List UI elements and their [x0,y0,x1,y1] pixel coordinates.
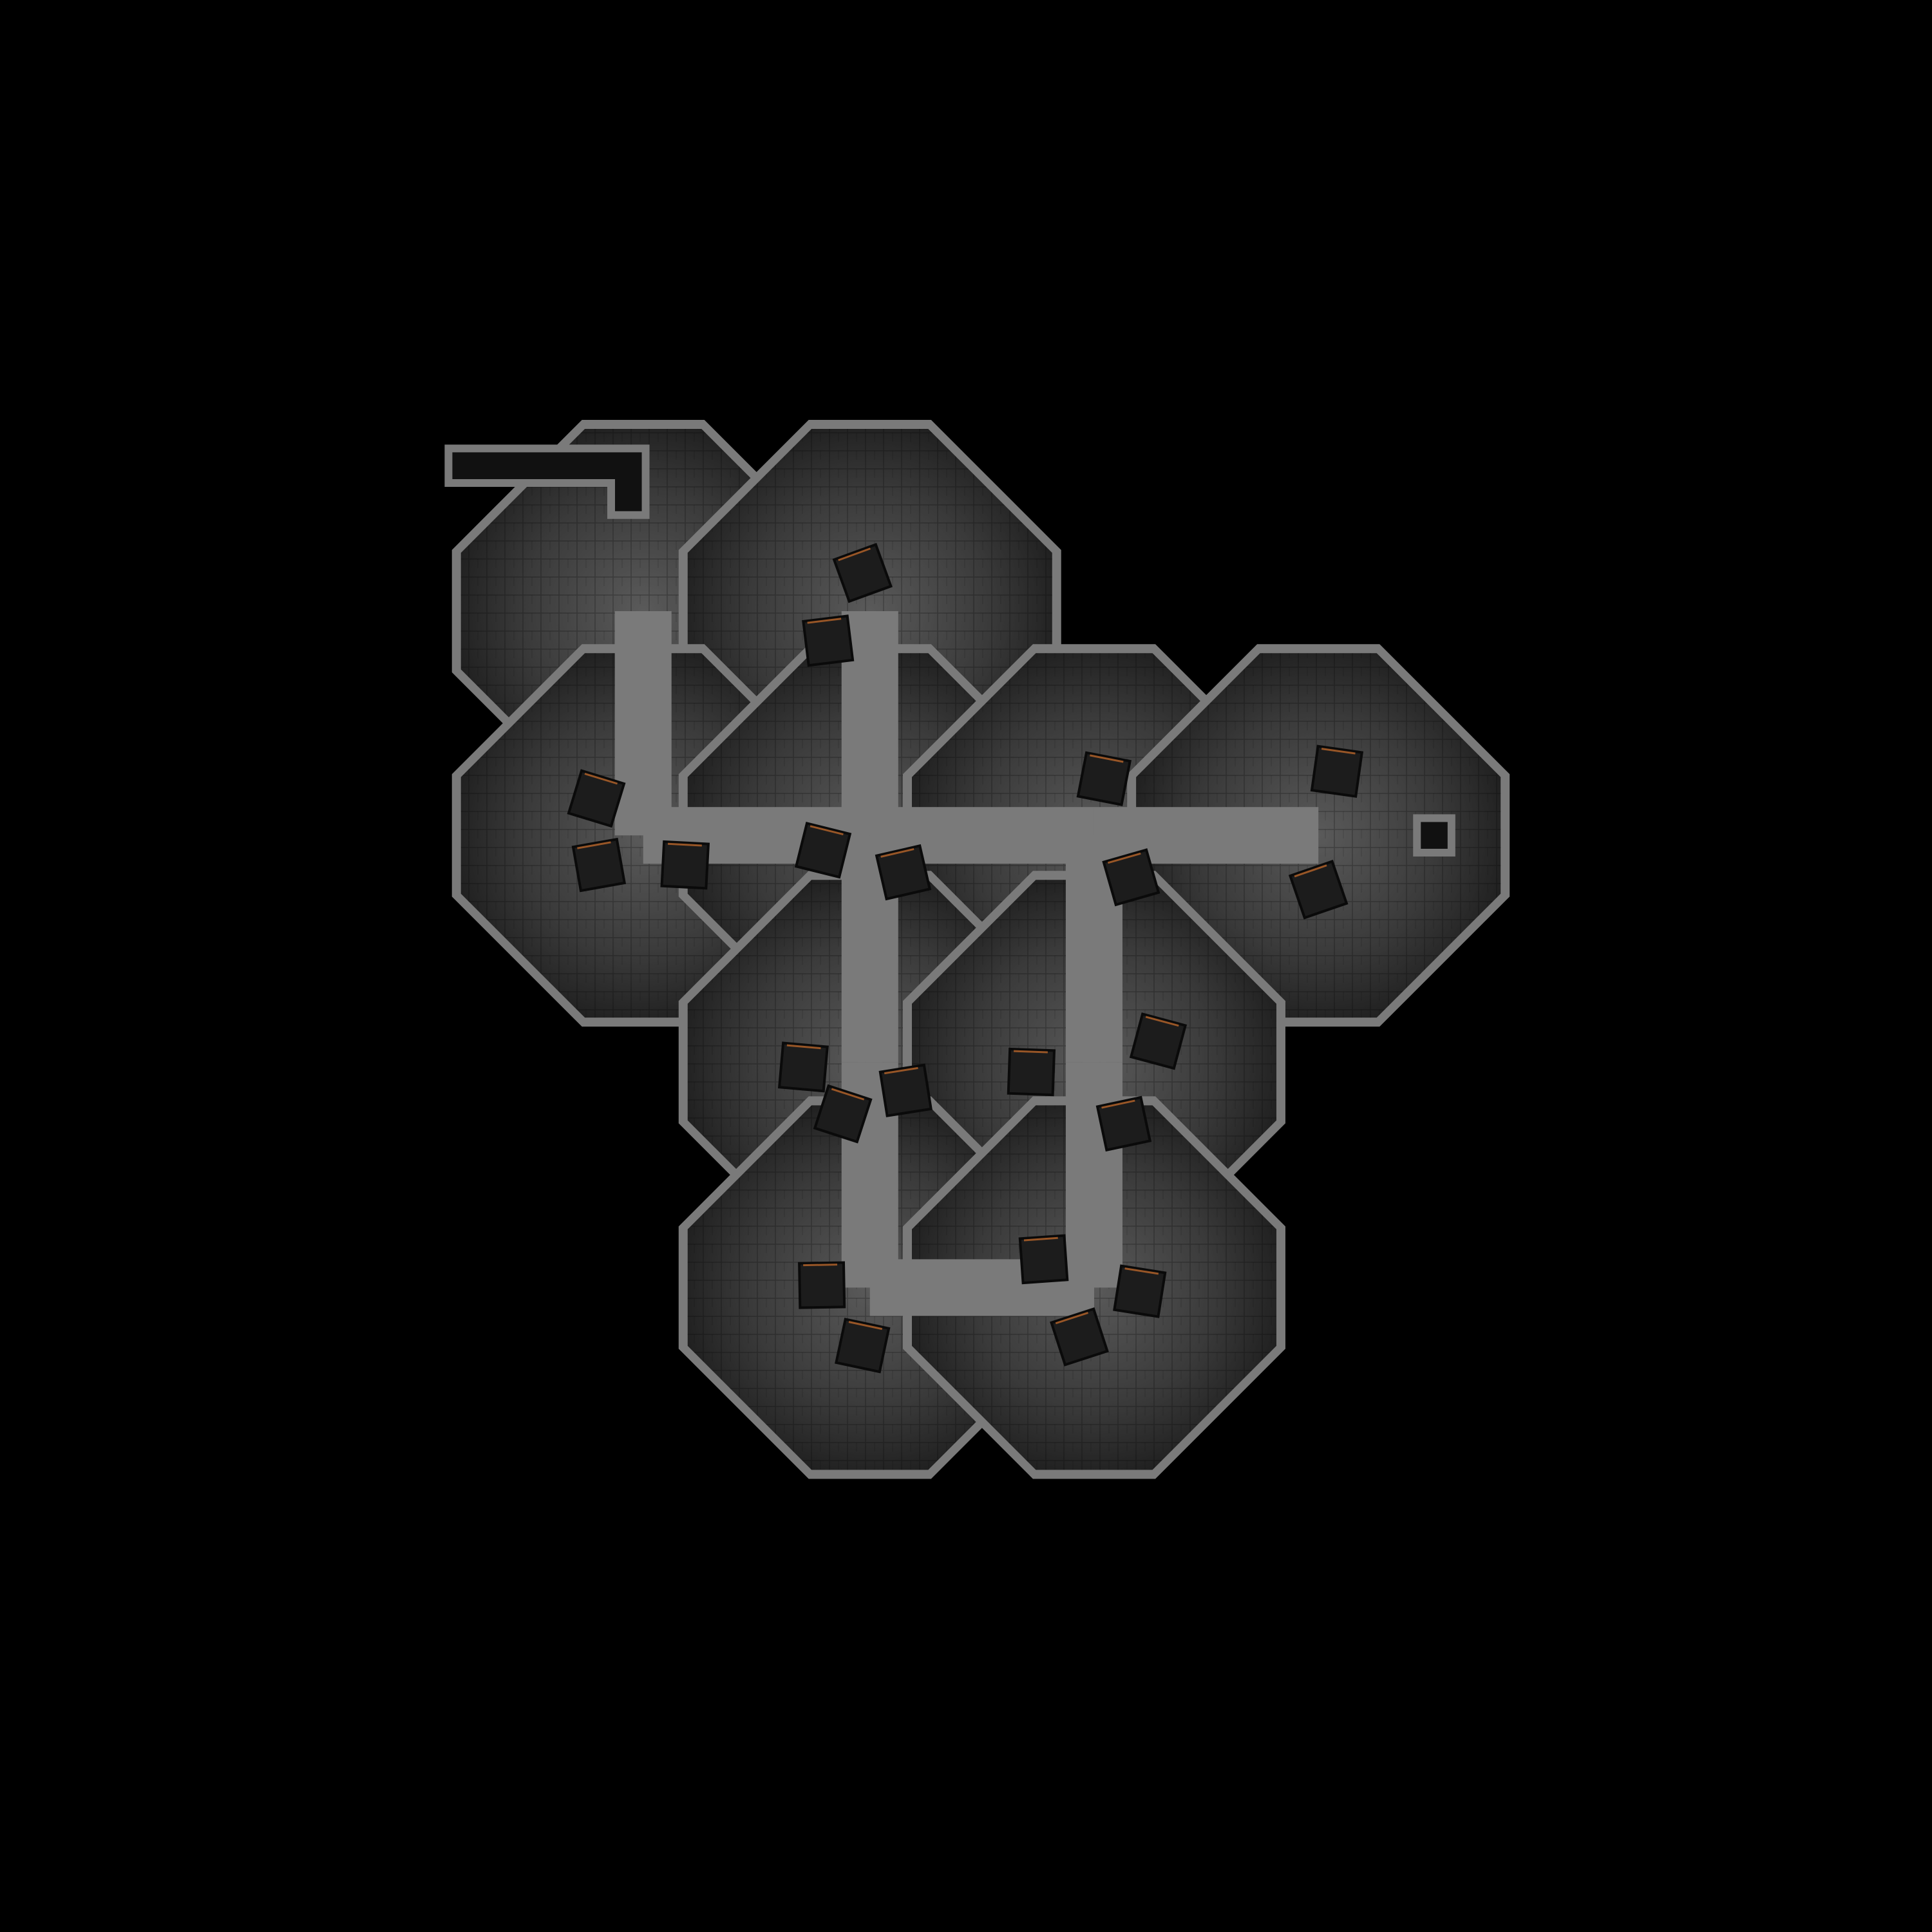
crate-ember-edge [584,772,618,785]
crate-body [1288,860,1349,920]
crate [1050,1307,1109,1367]
corridor-exit-east [1413,814,1455,857]
crate-ember-edge [1090,754,1124,763]
crate-ember-edge [1023,1236,1058,1242]
crate-ember-edge [880,848,914,858]
crate-ember-edge [1145,1016,1179,1027]
crate [1129,1012,1188,1070]
connector-wall [614,611,672,836]
crate-body [875,844,932,901]
crate-body [835,1318,891,1374]
crate-ember-edge [1124,1267,1159,1275]
crate-ember-edge [1055,1312,1089,1325]
crate [813,1084,873,1144]
crate-body [1102,848,1160,907]
crate [798,1261,846,1309]
crate-ember-edge [838,547,871,562]
crate [1310,744,1364,798]
crate-body [777,1041,829,1093]
exit-corridor-shape [1413,814,1455,857]
connector-wall [1065,1062,1122,1288]
crate-ember-edge [831,1088,865,1101]
crate-body [571,837,627,893]
crate [1113,1264,1167,1318]
crate-body [1113,1264,1167,1318]
crate-ember-edge [810,825,844,836]
crate-body [813,1084,873,1144]
crate [875,844,932,901]
crate-body [1310,744,1364,798]
crate [1102,848,1160,907]
crate [571,837,627,893]
crate-body [798,1261,846,1309]
crate-body [802,614,855,667]
crate-ember-edge [1294,864,1327,878]
crate-body [1050,1307,1109,1367]
floor-layer [451,419,1510,1479]
crate-body [567,769,626,828]
crate-body [832,542,893,603]
crate-ember-edge [1107,852,1141,864]
crate [794,821,852,879]
crate-body [1018,1234,1069,1285]
crate-body [878,1063,933,1117]
crate-ember-edge [577,841,611,849]
crate-body [1007,1047,1056,1097]
crate [802,614,855,667]
crate-ember-edge [884,1066,918,1075]
crate-ember-edge [786,1044,821,1050]
crate [832,542,893,603]
crate-body [1076,751,1132,806]
crate [660,840,710,890]
crate-body [1095,1095,1152,1152]
crate [1288,860,1349,920]
crate-layer [567,542,1364,1374]
crate-body [660,840,710,890]
corridor-entrance [444,444,650,519]
crate-body [1129,1012,1188,1070]
crate-ember-edge [1321,748,1356,755]
crate-ember-edge [807,618,842,624]
crate-body [794,821,852,879]
crate-ember-edge [1101,1099,1135,1109]
crate-ember-edge [848,1321,883,1331]
crate-ember-edge [667,842,702,847]
crate [567,769,626,828]
crate [777,1041,829,1093]
entrance-corridor-shape [444,444,650,519]
crate-ember-edge [1014,1050,1048,1054]
crate [835,1318,891,1374]
crate [878,1063,933,1117]
crate [1018,1234,1069,1285]
crate [1076,751,1132,806]
crate [1095,1095,1152,1152]
crate [1007,1047,1056,1097]
